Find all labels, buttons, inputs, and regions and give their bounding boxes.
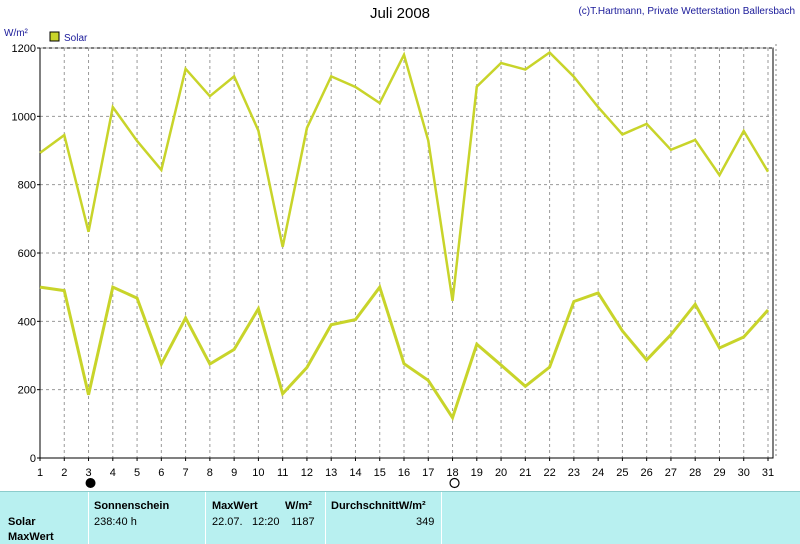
y-tick-label: 600 (18, 248, 36, 260)
x-tick-label: 3 (85, 467, 91, 479)
x-tick-label: 21 (519, 467, 531, 479)
y-tick-label: 0 (30, 453, 36, 465)
legend-label: Solar (64, 33, 88, 44)
row-label-solar: Solar (8, 516, 36, 528)
series-line (39, 283, 770, 422)
credit-text: (c)T.Hartmann, Private Wetterstation Bal… (578, 6, 795, 17)
x-tick-label: 18 (446, 467, 458, 479)
y-tick-label: 800 (18, 180, 36, 192)
x-tick-label: 22 (543, 467, 555, 479)
max-date: 22.07. (212, 516, 243, 528)
x-tick-label: 23 (568, 467, 580, 479)
new-moon-marker (85, 478, 96, 488)
y-tick-label: 400 (18, 316, 36, 328)
chart-title: Juli 2008 (369, 5, 431, 22)
x-tick-label: 13 (325, 467, 337, 479)
panel-divider (325, 492, 326, 544)
x-tick-label: 9 (231, 467, 237, 479)
row-label-maxwert: MaxWert (8, 531, 54, 543)
x-tick-label: 25 (616, 467, 628, 479)
x-tick-label: 20 (495, 467, 507, 479)
sunshine-value: 238:40 h (94, 516, 137, 528)
max-time: 12:20 (252, 516, 280, 528)
average-header: DurchschnittW/m² (331, 500, 426, 512)
x-tick-label: 10 (252, 467, 264, 479)
y-tick-label: 200 (18, 385, 36, 397)
x-tick-label: 2 (61, 467, 67, 479)
sunshine-header: Sonnenschein (94, 500, 170, 512)
maxwert-header: MaxWert (212, 500, 258, 512)
x-tick-label: 8 (207, 467, 213, 479)
x-tick-label: 19 (471, 467, 483, 479)
x-tick-label: 31 (762, 467, 774, 479)
x-tick-label: 28 (689, 467, 701, 479)
x-tick-label: 27 (665, 467, 677, 479)
max-value: 1187 (291, 516, 315, 528)
x-tick-label: 7 (183, 467, 189, 479)
panel-divider (205, 492, 206, 544)
x-tick-label: 11 (277, 467, 288, 479)
x-tick-label: 16 (398, 467, 410, 479)
x-tick-label: 24 (592, 467, 604, 479)
x-tick-label: 17 (422, 467, 434, 479)
panel-divider (441, 492, 442, 544)
stats-panel: Solar MaxWert Sonnenschein 238:40 h MaxW… (0, 491, 800, 544)
y-tick-label: 1000 (12, 111, 36, 123)
x-tick-label: 14 (349, 467, 361, 479)
y-tick-label: 1200 (12, 43, 36, 55)
x-tick-label: 5 (134, 467, 140, 479)
series-line (39, 50, 770, 302)
x-tick-label: 6 (158, 467, 164, 479)
x-tick-label: 26 (641, 467, 653, 479)
x-tick-label: 30 (738, 467, 750, 479)
y-axis-label: W/m² (4, 28, 29, 39)
x-tick-label: 12 (301, 467, 313, 479)
x-tick-label: 29 (713, 467, 725, 479)
full-moon-marker (449, 477, 460, 489)
x-tick-label: 4 (110, 467, 116, 479)
unit-header: W/m² (285, 500, 312, 512)
x-tick-label: 1 (37, 467, 43, 479)
panel-divider (88, 492, 89, 544)
legend-swatch (49, 31, 60, 42)
x-tick-label: 15 (374, 467, 386, 479)
average-value: 349 (416, 516, 435, 528)
